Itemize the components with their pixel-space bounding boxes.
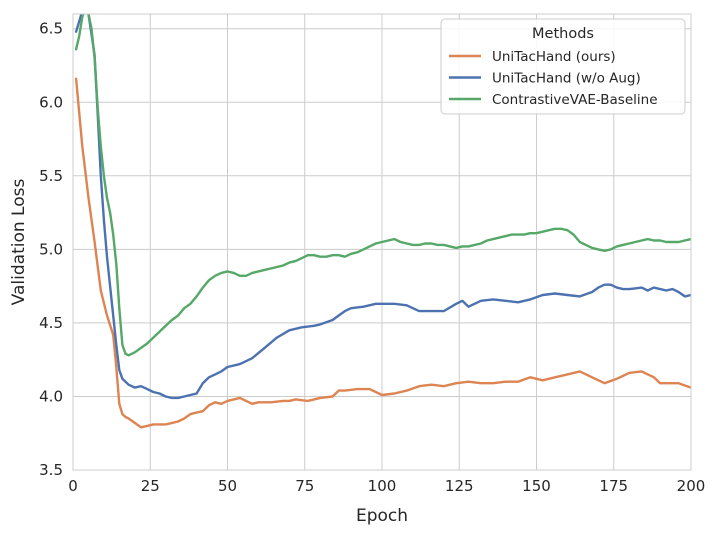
x-tick-label: 0 (68, 477, 78, 495)
legend-entries: UniTacHand (ours) UniTacHand (w/o Aug) Con… (449, 49, 658, 108)
x-tick-label: 75 (295, 477, 314, 495)
y-tick-label: 5.0 (39, 240, 63, 258)
y-tick-label: 5.5 (39, 167, 63, 185)
legend-entry-label: UniTacHand (w/o Aug) (492, 71, 641, 87)
y-tick-label: 6.5 (39, 20, 63, 38)
y-tick-labels: 3.5 4.0 4.5 5.0 5.5 6.0 6.5 (39, 20, 63, 479)
x-axis-label: Epoch (356, 506, 408, 526)
x-tick-label: 100 (368, 477, 397, 495)
x-tick-label: 25 (141, 477, 160, 495)
x-tick-label: 200 (677, 477, 706, 495)
x-tick-label: 125 (445, 477, 474, 495)
series-line-3 (74, 14, 691, 357)
legend-entry-label: ContrastiveVAE-Baseline (492, 92, 658, 108)
x-tick-label: 150 (522, 477, 551, 495)
x-tick-label: 50 (218, 477, 237, 495)
x-tick-labels: 0 25 50 75 100 125 150 175 200 (68, 477, 705, 495)
x-tick-label: 175 (599, 477, 628, 495)
legend: Methods UniTacHand (ours) UniTacHand (w/o… (440, 18, 686, 115)
y-axis-label: Validation Loss (9, 179, 29, 306)
y-tick-label: 4.5 (39, 314, 63, 332)
legend-title: Methods (532, 26, 594, 42)
legend-box (440, 18, 686, 115)
y-tick-label: 6.0 (39, 93, 63, 111)
y-tick-label: 3.5 (39, 461, 63, 479)
series-lines (74, 14, 691, 429)
series-line-2 (74, 14, 691, 400)
series-line-1 (74, 77, 691, 429)
plot-frame (72, 13, 692, 471)
y-tick-label: 4.0 (39, 387, 63, 405)
legend-entry-label: UniTacHand (ours) (492, 49, 616, 65)
